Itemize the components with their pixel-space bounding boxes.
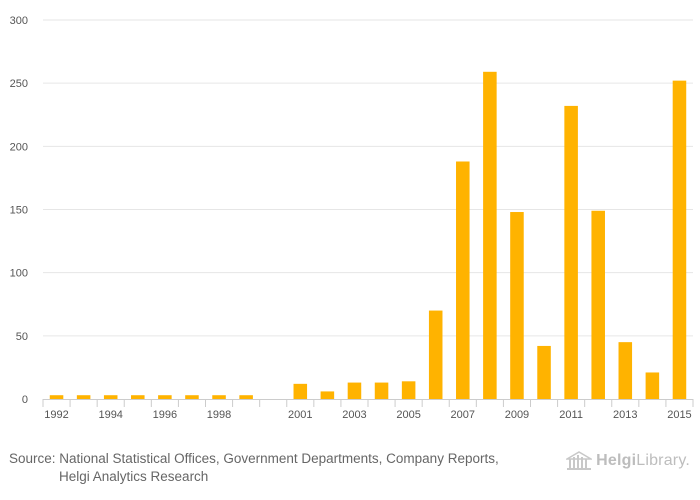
chart-container: 0 50 100 150 200 250 300 1992 1994 1996 1998 2001 2… — [10, 15, 694, 421]
source-line-1: Source: National Statistical Offices, Go… — [9, 451, 499, 466]
bar-1994 — [103, 395, 118, 399]
helgi-library-logo: HelgiLibrary. — [566, 450, 690, 472]
logo-text: HelgiLibrary. — [596, 452, 690, 470]
bar-2009 — [510, 212, 524, 399]
logo-text-library: Library. — [636, 452, 690, 469]
x-tick-label-1994: 1994 — [98, 409, 122, 421]
y-tick-label-300: 300 — [10, 15, 28, 27]
bar-2013 — [618, 342, 633, 399]
bar-1995 — [131, 395, 145, 399]
x-tick-label-2005: 2005 — [396, 409, 420, 421]
x-tick-label-2009: 2009 — [505, 409, 529, 421]
x-axis — [42, 399, 694, 407]
x-tick-label-1992: 1992 — [44, 409, 68, 421]
y-tick-label-150: 150 — [10, 205, 28, 217]
x-axis-labels: 1992 1994 1996 1998 2001 2003 2005 2007 2009 2011… — [44, 409, 691, 421]
bars — [49, 71, 687, 400]
bar-1998 — [212, 395, 226, 399]
bar-2014 — [645, 372, 660, 399]
y-tick-label-250: 250 — [10, 78, 28, 90]
x-tick-label-2001: 2001 — [288, 409, 312, 421]
bar-2001 — [293, 383, 308, 399]
chart-footer: Source: National Statistical Offices, Go… — [0, 440, 700, 500]
bar-2005 — [401, 381, 416, 399]
x-tick-label-2011: 2011 — [559, 409, 583, 421]
bar-2007 — [456, 161, 470, 399]
y-tick-label-0: 0 — [22, 394, 28, 406]
bar-1996 — [158, 395, 172, 399]
bar-1999 — [239, 395, 253, 399]
bar-1997 — [185, 395, 199, 399]
x-tick-label-1998: 1998 — [207, 409, 231, 421]
bar-1992 — [49, 395, 64, 399]
grid-lines — [43, 19, 693, 337]
x-tick-label-2015: 2015 — [667, 409, 691, 421]
logo-text-helgi: Helgi — [596, 452, 637, 469]
bar-2003 — [347, 382, 362, 399]
bar-2008 — [483, 71, 497, 400]
x-tick-label-1996: 1996 — [153, 409, 177, 421]
bar-2004 — [374, 382, 389, 399]
bar-2015 — [672, 80, 687, 399]
source-line-2: Helgi Analytics Research — [59, 469, 209, 484]
bar-2010 — [537, 345, 551, 399]
bar-2011 — [564, 105, 578, 399]
source-note: Source: National Statistical Offices, Go… — [9, 450, 549, 486]
bar-chart: 0 50 100 150 200 250 300 1992 1994 1996 1998 2001 2… — [10, 15, 694, 421]
library-building-icon — [566, 451, 593, 470]
x-tick-label-2003: 2003 — [342, 409, 366, 421]
y-tick-label-100: 100 — [10, 268, 28, 280]
x-tick-label-2013: 2013 — [613, 409, 637, 421]
bar-1993 — [76, 395, 91, 399]
y-axis-labels: 0 50 100 150 200 250 300 — [10, 15, 28, 406]
y-tick-label-50: 50 — [16, 331, 28, 343]
x-tick-label-2007: 2007 — [451, 409, 475, 421]
y-tick-label-200: 200 — [10, 141, 28, 153]
bar-2006 — [428, 310, 443, 399]
bar-2012 — [591, 210, 605, 399]
bar-2002 — [320, 391, 335, 399]
